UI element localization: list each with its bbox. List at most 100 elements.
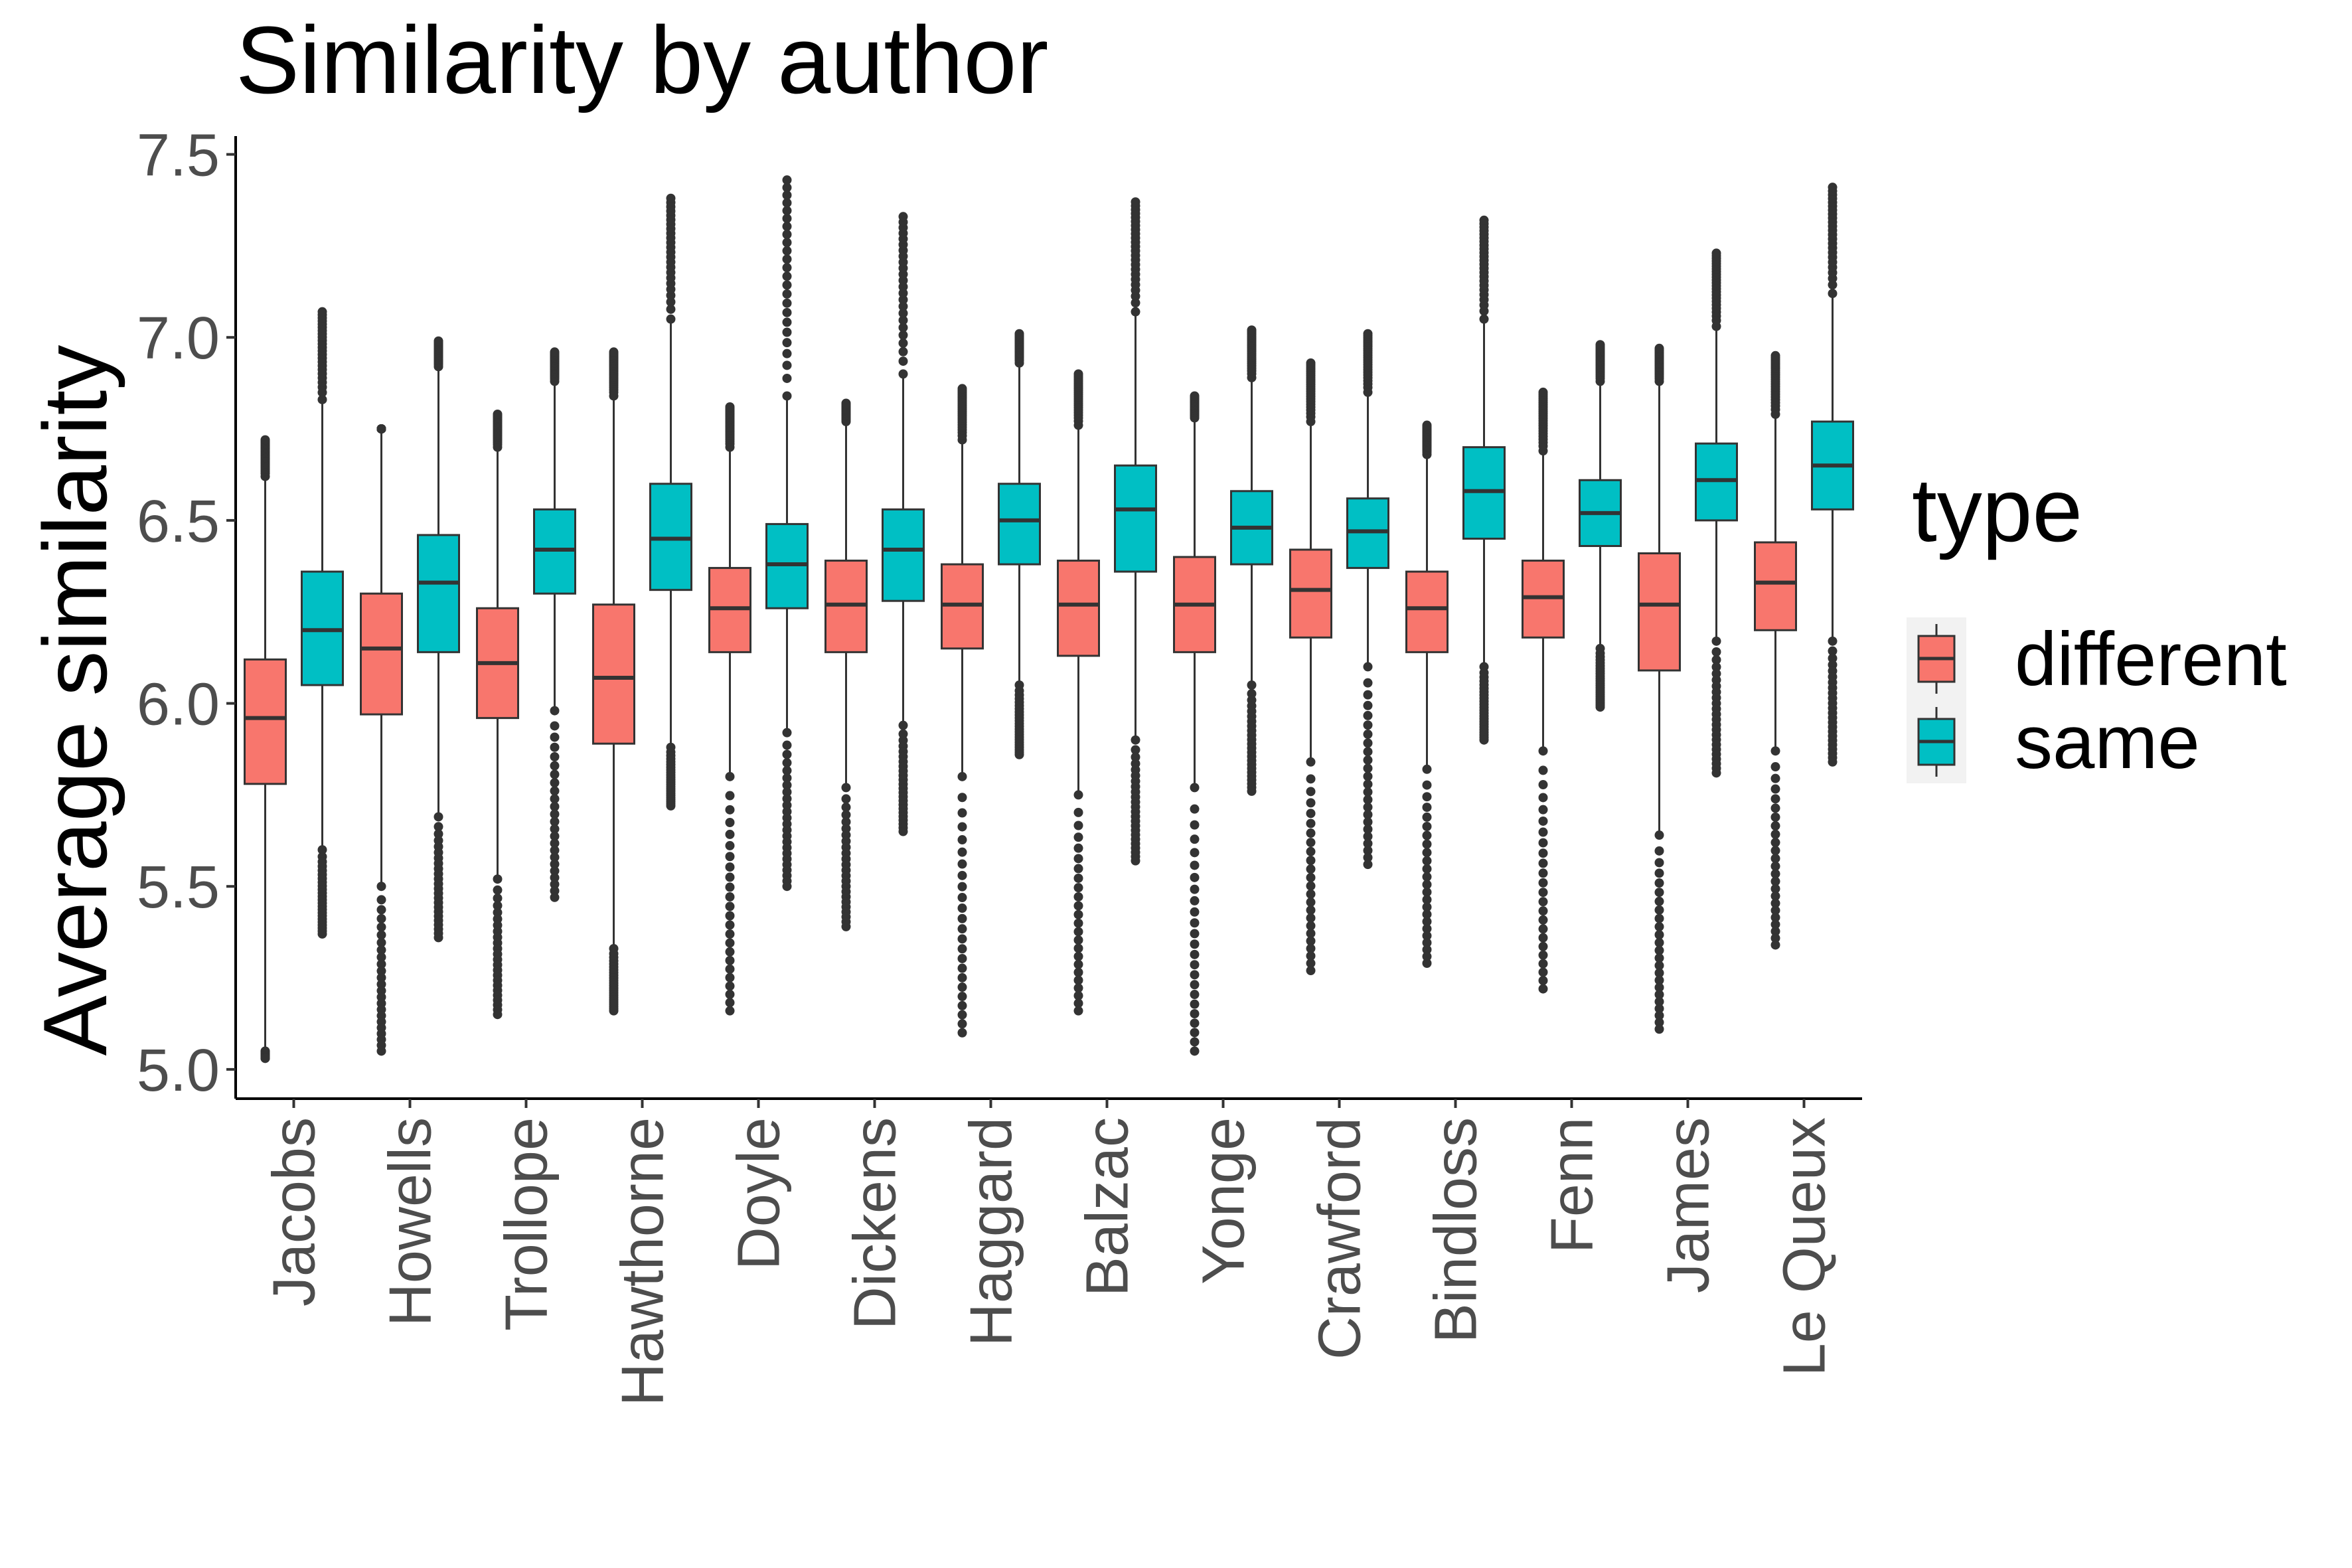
outlier-point — [1538, 858, 1548, 868]
outlier-point — [957, 934, 967, 944]
outlier-point — [725, 964, 735, 974]
outlier-point — [1538, 827, 1548, 837]
outlier-point — [1770, 829, 1780, 839]
outlier-point — [1711, 655, 1721, 665]
box-same-yonge — [1230, 325, 1273, 796]
outlier-point — [550, 873, 560, 883]
outlier-point — [550, 802, 560, 812]
outlier-point — [1654, 896, 1664, 906]
outlier-point — [1711, 768, 1721, 778]
outlier-point — [1190, 929, 1200, 939]
outlier-point — [782, 800, 792, 810]
outlier-point — [782, 214, 792, 224]
outlier-point — [1422, 848, 1432, 858]
outlier-point — [1770, 926, 1780, 936]
outlier-point — [1190, 907, 1200, 917]
outlier-point — [782, 230, 792, 240]
outlier-point — [1654, 1010, 1664, 1020]
outlier-point — [782, 272, 792, 281]
outlier-point — [841, 921, 851, 931]
outlier-point — [1190, 391, 1200, 401]
box-different-doyle — [708, 402, 751, 1016]
outlier-point — [1770, 784, 1780, 794]
outlier-point — [725, 955, 735, 965]
y-tick-label: 5.0 — [137, 1038, 220, 1104]
outlier-point — [1363, 690, 1373, 700]
outlier-point — [1190, 939, 1200, 949]
y-tick-label: 7.0 — [137, 305, 220, 372]
outlier-point — [782, 198, 792, 208]
outlier-point — [1479, 735, 1489, 745]
y-tick-label: 6.5 — [137, 489, 220, 555]
outlier-point — [898, 308, 908, 318]
outlier-point — [1306, 856, 1316, 866]
outlier-point — [1538, 984, 1548, 994]
outlier-point — [1190, 1028, 1200, 1038]
outlier-point — [1422, 909, 1432, 919]
box-different-trollope — [476, 410, 519, 1020]
outlier-point — [550, 761, 560, 771]
outlier-point — [1538, 967, 1548, 977]
outlier-point — [725, 852, 735, 862]
outlier-point — [782, 289, 792, 299]
outlier-point — [1654, 1018, 1664, 1028]
outlier-point — [1073, 892, 1083, 902]
outlier-point — [1306, 966, 1316, 976]
outlier-point — [725, 882, 735, 892]
outlier-point — [433, 829, 443, 839]
outlier-point — [1190, 848, 1200, 858]
outlier-point — [1422, 830, 1432, 840]
outlier-point — [317, 929, 327, 939]
box-same-trollope — [533, 347, 576, 902]
outlier-point — [957, 953, 967, 963]
outlier-point — [1363, 846, 1373, 856]
outlier-point — [725, 981, 735, 991]
outlier-point — [550, 824, 560, 834]
outlier-point — [782, 794, 792, 804]
outlier-point — [376, 1046, 386, 1056]
outlier-point — [1190, 1037, 1200, 1047]
outlier-point — [1014, 749, 1024, 759]
outlier-point — [1654, 913, 1664, 923]
outlier-point — [782, 280, 792, 290]
outlier-point — [376, 895, 386, 905]
outlier-point — [493, 410, 503, 420]
outlier-point — [493, 894, 503, 903]
outlier-point — [1073, 959, 1083, 969]
outlier-point — [376, 905, 386, 915]
outlier-point — [1770, 940, 1780, 950]
outlier-point — [898, 301, 908, 311]
outlier-point — [1595, 340, 1605, 350]
outlier-point — [550, 751, 560, 761]
outlier-point — [550, 794, 560, 804]
outlier-point — [841, 794, 851, 804]
outlier-point — [898, 295, 908, 305]
x-tick-label: Haggard — [959, 1117, 1025, 1346]
box-different-bindloss — [1405, 420, 1449, 969]
outlier-point — [1190, 999, 1200, 1009]
outlier-point — [550, 866, 560, 876]
box-same-crawford — [1346, 329, 1389, 870]
outlier-point — [782, 246, 792, 256]
outlier-point — [1654, 858, 1664, 868]
outlier-point — [1306, 881, 1316, 891]
box-different-le-queux — [1754, 351, 1797, 950]
box-same-fenn — [1579, 340, 1622, 712]
outlier-point — [1654, 868, 1664, 878]
outlier-point — [1422, 951, 1432, 961]
outlier-point — [1828, 757, 1838, 767]
outlier-point — [1363, 824, 1373, 834]
box-different-fenn — [1522, 387, 1565, 994]
outlier-point — [1073, 951, 1083, 961]
outlier-point — [782, 758, 792, 768]
outlier-point — [1770, 821, 1780, 831]
outlier-point — [1828, 646, 1838, 656]
box-different-hawthorne — [592, 347, 635, 1016]
outlier-point — [1073, 873, 1083, 883]
outlier-point — [376, 913, 386, 923]
outlier-point — [376, 945, 386, 955]
outlier-point — [1770, 869, 1780, 879]
box-different-jacobs — [244, 435, 287, 1063]
outlier-point — [1363, 771, 1373, 781]
